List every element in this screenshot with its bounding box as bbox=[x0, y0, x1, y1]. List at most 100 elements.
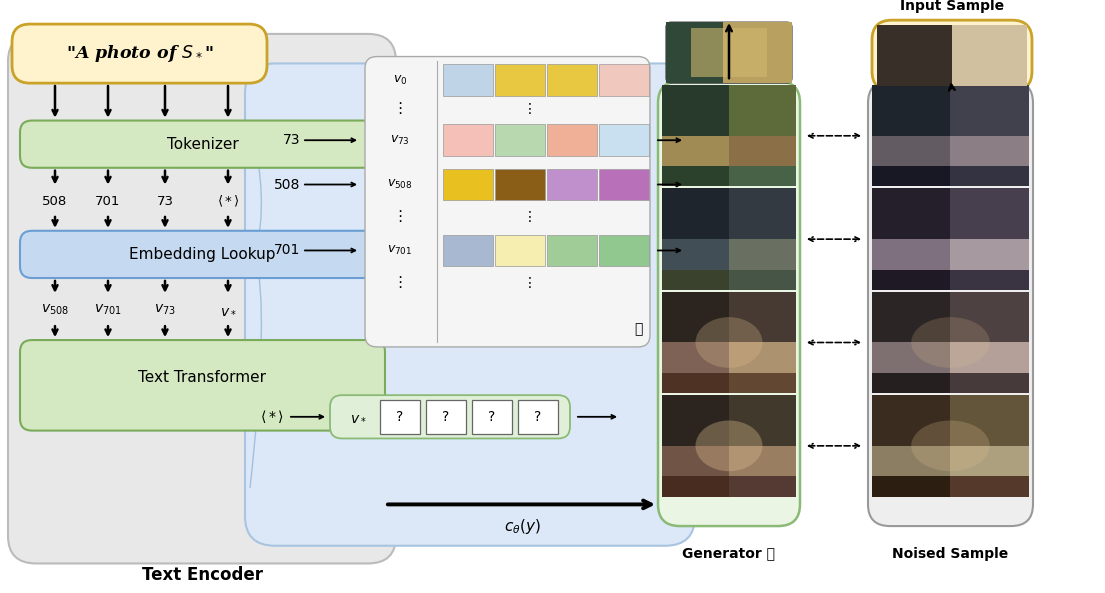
Bar bbox=[380, 400, 420, 433]
Bar bbox=[666, 22, 723, 83]
Bar bbox=[547, 125, 597, 156]
Bar bbox=[872, 446, 950, 476]
Bar bbox=[662, 85, 796, 186]
Text: Tokenizer: Tokenizer bbox=[167, 136, 239, 152]
Bar bbox=[662, 85, 729, 136]
FancyBboxPatch shape bbox=[20, 340, 385, 431]
Text: 73: 73 bbox=[157, 195, 173, 208]
Bar bbox=[495, 169, 545, 200]
Bar bbox=[443, 65, 493, 96]
Bar bbox=[950, 85, 1029, 136]
Bar bbox=[729, 395, 796, 446]
Bar bbox=[599, 125, 649, 156]
Text: $v_*$: $v_*$ bbox=[349, 410, 366, 424]
Bar bbox=[872, 343, 950, 373]
Text: $v_{508}$: $v_{508}$ bbox=[41, 302, 69, 317]
Bar bbox=[872, 373, 950, 393]
Bar bbox=[662, 239, 729, 270]
Bar bbox=[872, 85, 1029, 186]
Text: ?: ? bbox=[535, 410, 541, 424]
Bar bbox=[662, 476, 729, 496]
Bar bbox=[950, 343, 1029, 373]
Text: $v_{73}$: $v_{73}$ bbox=[154, 302, 176, 317]
Bar bbox=[950, 166, 1029, 186]
Bar bbox=[872, 166, 950, 186]
FancyBboxPatch shape bbox=[330, 395, 570, 438]
Bar bbox=[872, 189, 950, 239]
FancyBboxPatch shape bbox=[365, 56, 650, 347]
Bar bbox=[729, 292, 796, 343]
Bar bbox=[495, 125, 545, 156]
Bar bbox=[950, 395, 1029, 446]
FancyBboxPatch shape bbox=[12, 24, 267, 83]
Bar bbox=[692, 28, 767, 77]
Text: ?: ? bbox=[488, 410, 496, 424]
Bar bbox=[872, 395, 950, 446]
Bar bbox=[662, 189, 729, 239]
Text: 508: 508 bbox=[42, 195, 67, 208]
Bar bbox=[872, 292, 1029, 393]
Bar bbox=[950, 292, 1029, 343]
FancyBboxPatch shape bbox=[872, 20, 1032, 91]
Bar bbox=[872, 189, 1029, 290]
Text: $v_{73}$: $v_{73}$ bbox=[390, 133, 410, 147]
Text: Generator 🔒: Generator 🔒 bbox=[683, 547, 776, 560]
Bar bbox=[547, 235, 597, 266]
Bar bbox=[872, 239, 950, 270]
Bar bbox=[729, 373, 796, 393]
Text: $v_{508}$: $v_{508}$ bbox=[387, 178, 413, 191]
Bar bbox=[599, 235, 649, 266]
Text: 73: 73 bbox=[283, 133, 299, 147]
Bar bbox=[495, 65, 545, 96]
Bar bbox=[872, 292, 950, 343]
Text: ?: ? bbox=[442, 410, 450, 424]
Bar bbox=[729, 343, 796, 373]
Bar bbox=[950, 270, 1029, 290]
Bar bbox=[729, 166, 796, 186]
FancyBboxPatch shape bbox=[20, 120, 385, 168]
Bar bbox=[518, 400, 558, 433]
Text: $\langle *\rangle$: $\langle *\rangle$ bbox=[260, 409, 284, 425]
Text: Noised Sample: Noised Sample bbox=[893, 547, 1009, 560]
Bar bbox=[443, 235, 493, 266]
Bar bbox=[950, 136, 1029, 166]
Text: ⋮: ⋮ bbox=[523, 210, 537, 224]
Text: 701: 701 bbox=[274, 244, 299, 257]
Bar bbox=[872, 395, 1029, 496]
Bar bbox=[729, 85, 796, 136]
Text: $\langle *\rangle$: $\langle *\rangle$ bbox=[217, 194, 240, 209]
Bar bbox=[729, 189, 796, 239]
Ellipse shape bbox=[695, 317, 762, 368]
Text: $v_*$: $v_*$ bbox=[220, 302, 236, 317]
Bar bbox=[662, 292, 729, 343]
Bar bbox=[872, 136, 950, 166]
Text: $v_{701}$: $v_{701}$ bbox=[94, 302, 122, 317]
FancyBboxPatch shape bbox=[666, 22, 792, 83]
Text: ⋮: ⋮ bbox=[523, 276, 537, 290]
Bar bbox=[599, 65, 649, 96]
Text: $v_0$: $v_0$ bbox=[392, 74, 408, 87]
Bar bbox=[662, 166, 729, 186]
Text: ?: ? bbox=[397, 410, 403, 424]
Bar bbox=[599, 169, 649, 200]
Text: Input Sample: Input Sample bbox=[899, 0, 1004, 14]
FancyBboxPatch shape bbox=[245, 63, 695, 546]
Text: ⋮: ⋮ bbox=[392, 275, 408, 291]
Bar bbox=[662, 343, 729, 373]
Bar bbox=[950, 446, 1029, 476]
Bar bbox=[547, 65, 597, 96]
Bar bbox=[872, 85, 950, 136]
Bar bbox=[950, 373, 1029, 393]
Bar bbox=[495, 235, 545, 266]
Bar bbox=[729, 239, 796, 270]
Bar bbox=[872, 476, 950, 496]
Bar bbox=[950, 476, 1029, 496]
Text: 🔒: 🔒 bbox=[359, 409, 367, 422]
FancyBboxPatch shape bbox=[869, 81, 1033, 526]
Text: 508: 508 bbox=[274, 177, 299, 192]
Ellipse shape bbox=[695, 420, 762, 471]
Bar bbox=[662, 446, 729, 476]
Bar bbox=[662, 373, 729, 393]
Bar bbox=[662, 395, 796, 496]
Bar bbox=[723, 22, 792, 83]
